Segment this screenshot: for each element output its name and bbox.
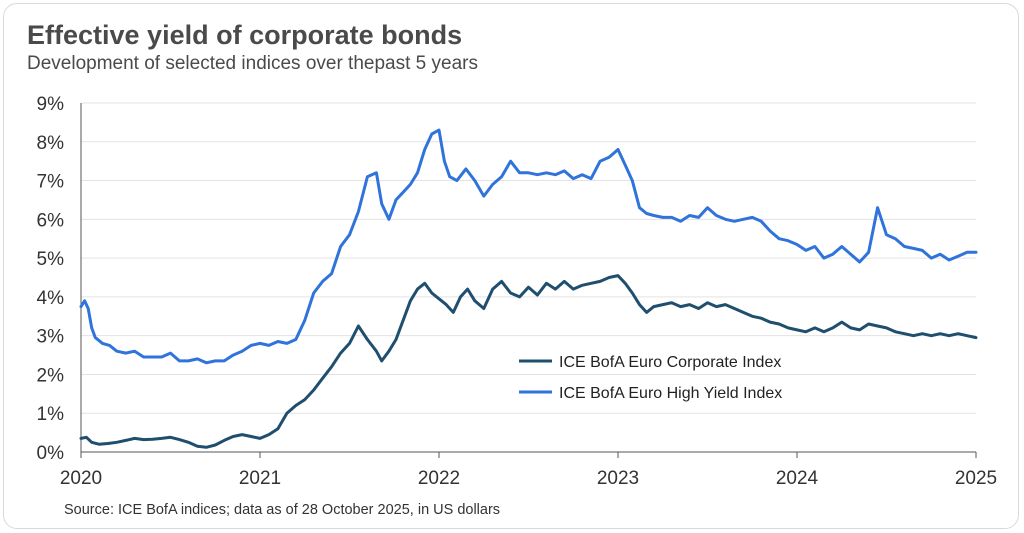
- high-yield-index-line: [79, 128, 978, 365]
- x-tick-label: 2024: [776, 468, 819, 489]
- chart-card: [3, 3, 1019, 529]
- y-tick-label: 9%: [37, 94, 65, 115]
- x-tick-label: 2020: [60, 468, 102, 489]
- x-tick-label: 2022: [418, 468, 460, 489]
- legend: ICE BofA Euro Corporate Index ICE BofA Eu…: [519, 354, 782, 402]
- y-tick-label: 7%: [37, 172, 65, 193]
- y-tick-label: 5%: [37, 249, 65, 270]
- chart-subtitle: Development of selected indices over the…: [27, 53, 478, 74]
- y-tick-label: 1%: [37, 404, 65, 425]
- y-axis-ticks: 0% 1% 2% 3% 4% 5% 6% 7% 8% 9%: [37, 94, 65, 464]
- chart-title: Effective yield of corporate bonds: [27, 20, 463, 50]
- x-tick-label: 2023: [597, 468, 639, 489]
- gridlines: [81, 102, 976, 414]
- y-tick-label: 8%: [37, 133, 65, 154]
- y-tick-label: 4%: [37, 288, 65, 309]
- corporate-index-line: [79, 274, 978, 449]
- y-tick-label: 0%: [37, 443, 65, 464]
- x-axis-ticks: 2020 2021 2022 2023 2024 2025: [60, 452, 997, 489]
- source-note: Source: ICE BofA indices; data as of 28 …: [64, 502, 501, 518]
- series-lines: [79, 128, 978, 449]
- y-tick-label: 6%: [37, 210, 65, 231]
- x-tick-label: 2025: [955, 468, 997, 489]
- y-tick-label: 3%: [37, 327, 65, 348]
- legend-label: ICE BofA Euro High Yield Index: [559, 385, 782, 402]
- y-tick-label: 2%: [37, 365, 65, 386]
- legend-label: ICE BofA Euro Corporate Index: [559, 354, 781, 371]
- x-tick-label: 2021: [239, 468, 281, 489]
